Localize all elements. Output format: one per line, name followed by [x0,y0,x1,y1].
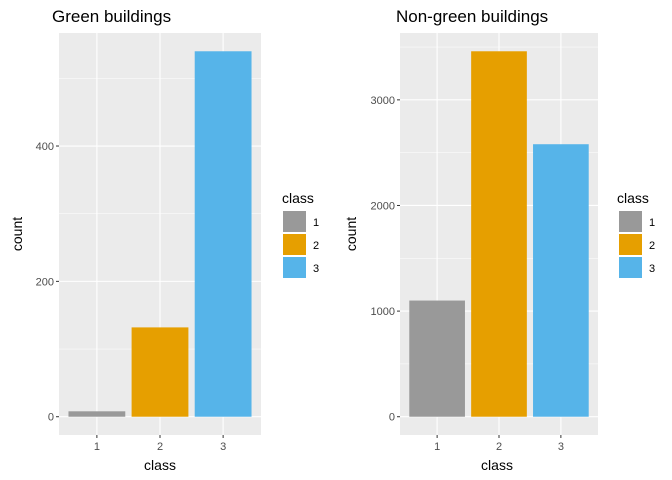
legend: class 1 2 3 [617,190,655,278]
bar-class-3 [194,51,252,417]
legend-title: class [617,190,649,206]
legend-key-1 [283,211,306,232]
y-tick-label: 0 [389,412,395,424]
y-tick-label: 400 [36,141,54,153]
legend-label-3: 3 [649,263,655,275]
legend-key-3 [283,257,306,278]
x-tick-label: 3 [220,441,226,453]
legend-label-3: 3 [313,263,319,275]
bars [409,51,589,417]
chart-title: Non-green buildings [396,7,548,26]
y-axis-title: count [9,217,25,251]
x-axis: 1 2 3 [434,435,564,453]
bars [68,51,252,417]
legend-key-2 [283,234,306,255]
bar-class-1 [409,300,465,417]
y-axis: 0 200 400 [36,141,59,424]
legend-label-2: 2 [313,240,319,252]
y-tick-label: 200 [36,276,54,288]
x-tick-label: 2 [157,441,163,453]
chart-title: Green buildings [52,7,171,26]
bar-class-3 [533,144,589,417]
y-axis-title: count [343,217,359,251]
legend-title: class [282,190,314,206]
y-tick-label: 0 [48,412,54,424]
x-axis-title: class [144,457,176,473]
x-tick-label: 1 [434,441,440,453]
y-tick-label: 3000 [371,95,395,107]
legend-key-1 [619,211,642,232]
x-tick-label: 3 [558,441,564,453]
x-tick-label: 1 [94,441,100,453]
x-axis-title: class [481,457,513,473]
y-tick-label: 1000 [371,306,395,318]
bar-class-2 [471,51,527,417]
legend: class 1 2 3 [282,190,319,278]
legend-label-2: 2 [649,240,655,252]
y-axis: 0 1000 2000 3000 [371,95,400,424]
legend-label-1: 1 [313,217,319,229]
legend-label-1: 1 [649,217,655,229]
y-tick-label: 2000 [371,200,395,212]
legend-key-3 [619,257,642,278]
bar-class-2 [131,327,189,417]
x-tick-label: 2 [496,441,502,453]
x-axis: 1 2 3 [94,435,226,453]
legend-key-2 [619,234,642,255]
chart-non-green-buildings: Non-green buildings 0 1000 2000 3000 1 2 3 cl… [343,7,655,473]
bar-class-1 [68,411,126,417]
